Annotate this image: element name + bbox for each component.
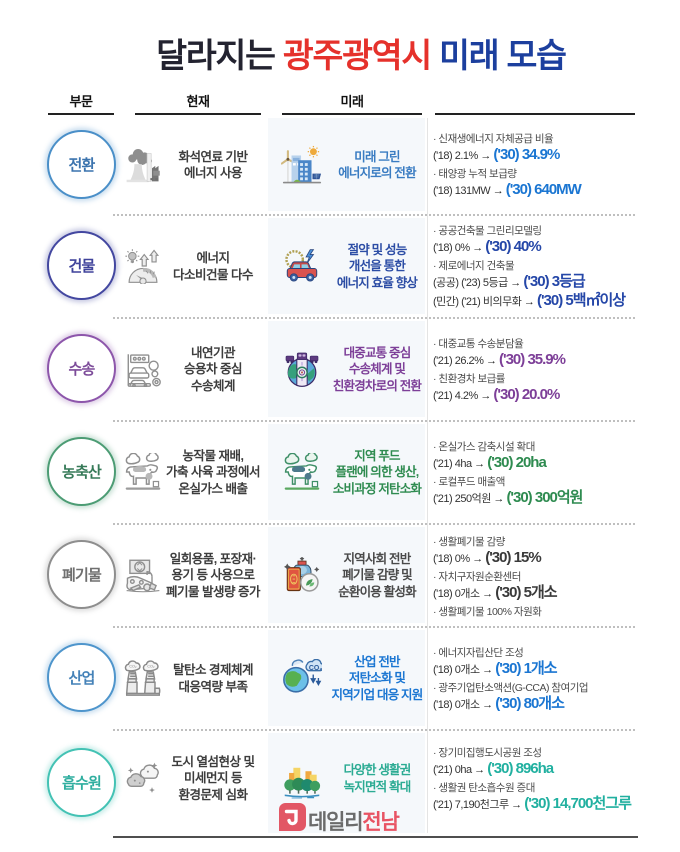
svg-text:CO₂: CO₂ (309, 665, 322, 672)
svg-text:CO₂: CO₂ (129, 665, 137, 669)
svg-text:CO₂: CO₂ (147, 665, 155, 669)
